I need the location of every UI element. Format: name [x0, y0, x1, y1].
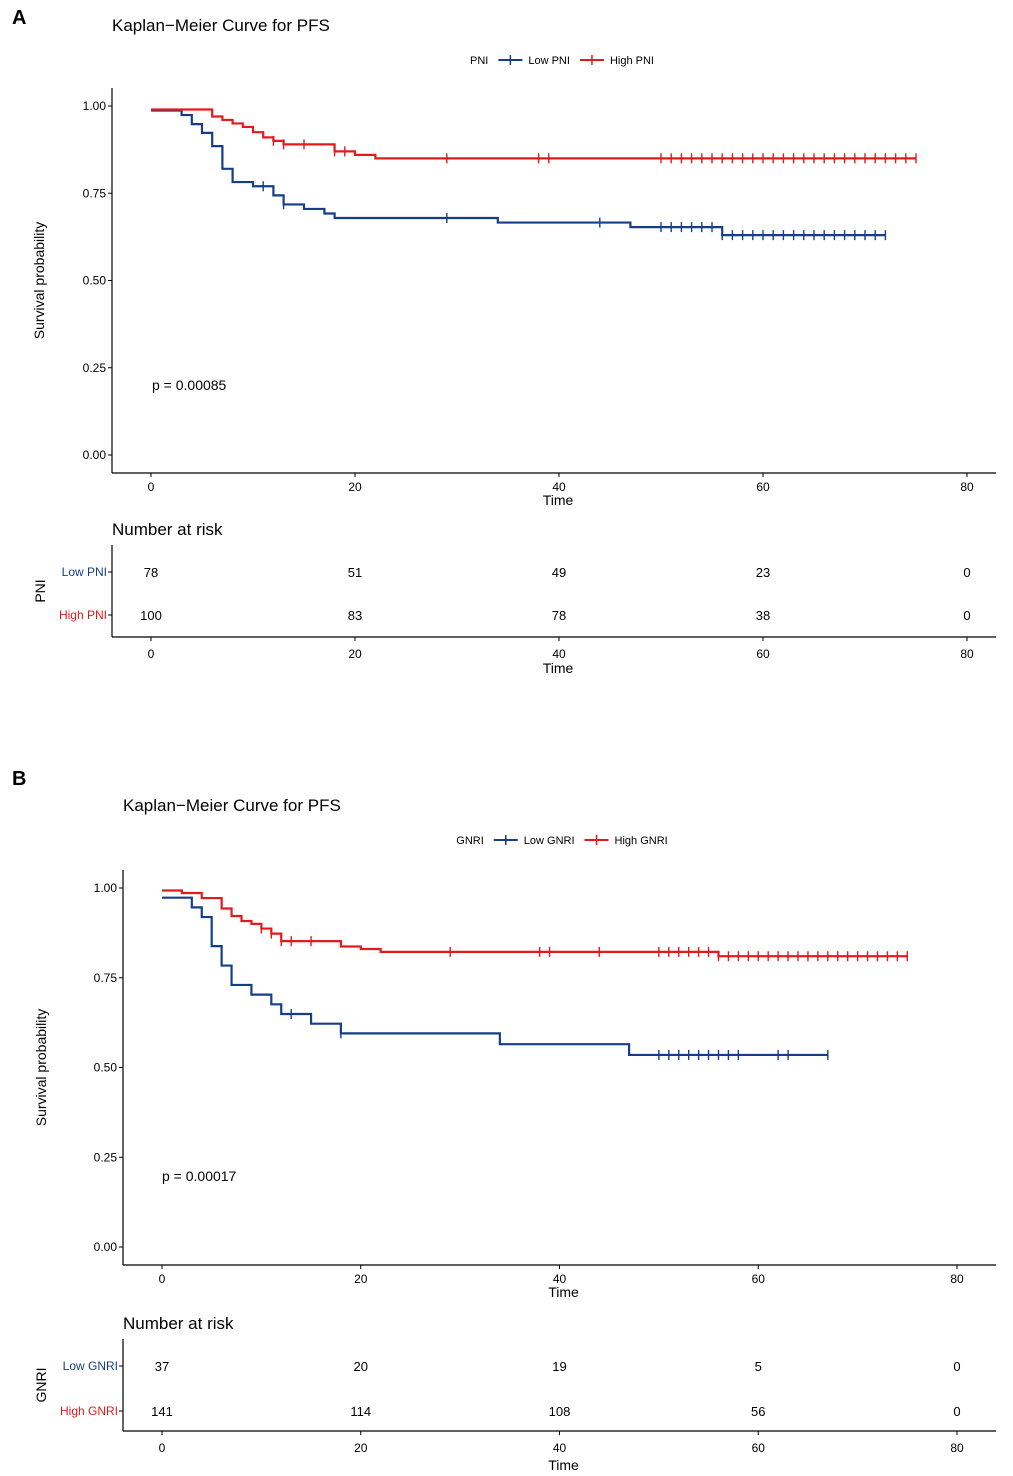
risk-x-tick-label: 0	[159, 1441, 166, 1455]
risk-row-label: Low GNRI	[63, 1359, 118, 1373]
legend: PNI Low PNI High PNI	[470, 55, 654, 67]
risk-count: 108	[549, 1404, 571, 1419]
legend-key-high	[584, 835, 609, 845]
risk-count: 20	[354, 1359, 368, 1374]
risk-table: Number at risk Low GNRI 37 20 19 5 0 High GNRI 1…	[33, 1314, 996, 1473]
x-tick-label: 20	[354, 1272, 368, 1286]
series-high	[151, 108, 917, 164]
risk-x-tick-label: 60	[752, 1441, 766, 1455]
legend-key-high	[579, 55, 604, 65]
chart-title: Kaplan−Meier Curve for PFS	[123, 796, 341, 815]
risk-x-tick-label: 40	[553, 1441, 567, 1455]
risk-table: Number at risk Low PNI 78 51 49 23 0 High PNI 10…	[32, 520, 996, 676]
risk-x-axis-label: Time	[548, 1457, 579, 1473]
risk-count: 19	[552, 1359, 566, 1374]
y-tick-label: 0.75	[83, 186, 107, 200]
p-value: p = 0.00085	[152, 377, 227, 393]
risk-x-tick-label: 20	[348, 647, 362, 661]
risk-row-label: High PNI	[59, 608, 107, 622]
risk-x-tick-label: 80	[950, 1441, 964, 1455]
y-tick-label: 0.00	[94, 1240, 118, 1254]
risk-strata-title: PNI	[32, 579, 48, 602]
y-axis-label: Survival probability	[31, 222, 47, 340]
risk-x-tick-label: 80	[960, 647, 974, 661]
p-value: p = 0.00017	[162, 1168, 237, 1184]
x-axis-label: Time	[543, 492, 574, 508]
risk-count: 56	[751, 1404, 765, 1419]
y-axis-label: Survival probability	[33, 1009, 49, 1127]
risk-x-tick-label: 0	[148, 647, 155, 661]
risk-count: 0	[963, 565, 970, 580]
panel-label: A	[12, 7, 26, 29]
survival-curve	[162, 889, 908, 958]
main-axes: 0.00 0.25 0.50 0.75 1.00 0 20 40 60 80 Time Surviva…	[33, 870, 996, 1300]
panel-a: A Kaplan−Meier Curve for PFS PNI Low PNI Hig…	[12, 7, 996, 676]
chart-title: Kaplan−Meier Curve for PFS	[112, 16, 330, 35]
series-low	[162, 896, 829, 1060]
risk-row-label: High GNRI	[60, 1404, 118, 1418]
panel-b: B Kaplan−Meier Curve for PFS GNRI Low GNRI H…	[12, 768, 996, 1473]
risk-x-tick-label: 60	[756, 647, 770, 661]
x-tick-label: 80	[950, 1272, 964, 1286]
risk-count: 37	[155, 1359, 169, 1374]
risk-table-title: Number at risk	[112, 520, 223, 539]
risk-count: 49	[552, 565, 566, 580]
y-tick-label: 0.00	[83, 448, 107, 462]
survival-curve	[162, 896, 828, 1057]
risk-count: 23	[756, 565, 770, 580]
y-tick-label: 1.00	[83, 99, 107, 113]
risk-count: 114	[350, 1404, 371, 1419]
risk-count: 78	[552, 608, 566, 623]
y-tick-label: 0.50	[94, 1061, 118, 1075]
series-high	[162, 889, 909, 962]
risk-x-tick-label: 20	[354, 1441, 368, 1455]
x-tick-label: 20	[348, 480, 362, 494]
risk-count: 5	[755, 1359, 762, 1374]
x-tick-label: 40	[552, 480, 566, 494]
risk-count: 78	[144, 565, 158, 580]
legend-title: PNI	[470, 55, 488, 67]
x-tick-label: 0	[148, 480, 155, 494]
legend-title: GNRI	[456, 835, 484, 847]
risk-table-title: Number at risk	[123, 1314, 234, 1333]
legend-label: High GNRI	[615, 835, 668, 847]
risk-count: 0	[953, 1359, 960, 1374]
risk-x-axis-label: Time	[543, 660, 574, 676]
legend-key-low	[493, 835, 518, 845]
risk-count: 141	[151, 1404, 173, 1419]
x-tick-label: 60	[756, 480, 770, 494]
x-tick-label: 80	[960, 480, 974, 494]
x-tick-label: 40	[553, 1272, 567, 1286]
legend: GNRI Low GNRI High GNRI	[456, 835, 668, 847]
y-tick-label: 0.25	[94, 1150, 118, 1164]
survival-curve	[151, 109, 886, 237]
legend-label: Low PNI	[528, 55, 570, 67]
y-tick-label: 0.75	[94, 971, 118, 985]
risk-count: 0	[953, 1404, 960, 1419]
x-tick-label: 0	[159, 1272, 166, 1286]
survival-curve	[151, 108, 916, 160]
risk-count: 51	[348, 565, 362, 580]
legend-key-low	[498, 55, 523, 65]
risk-count: 100	[140, 608, 162, 623]
y-tick-label: 0.25	[83, 361, 107, 375]
risk-strata-title: GNRI	[33, 1368, 49, 1403]
risk-count: 83	[348, 608, 362, 623]
series-low	[151, 109, 887, 241]
y-tick-label: 1.00	[94, 881, 118, 895]
risk-count: 38	[756, 608, 770, 623]
y-tick-label: 0.50	[83, 274, 107, 288]
risk-row-label: Low PNI	[62, 565, 107, 579]
risk-count: 0	[963, 608, 970, 623]
x-tick-label: 60	[752, 1272, 766, 1286]
x-axis-label: Time	[548, 1284, 579, 1300]
risk-x-tick-label: 40	[552, 647, 566, 661]
panel-label: B	[12, 768, 26, 790]
legend-label: High PNI	[610, 55, 654, 67]
main-axes: 0.00 0.25 0.50 0.75 1.00 0 20 40 60 80 Time Surviva…	[31, 88, 996, 508]
legend-label: Low GNRI	[524, 835, 575, 847]
